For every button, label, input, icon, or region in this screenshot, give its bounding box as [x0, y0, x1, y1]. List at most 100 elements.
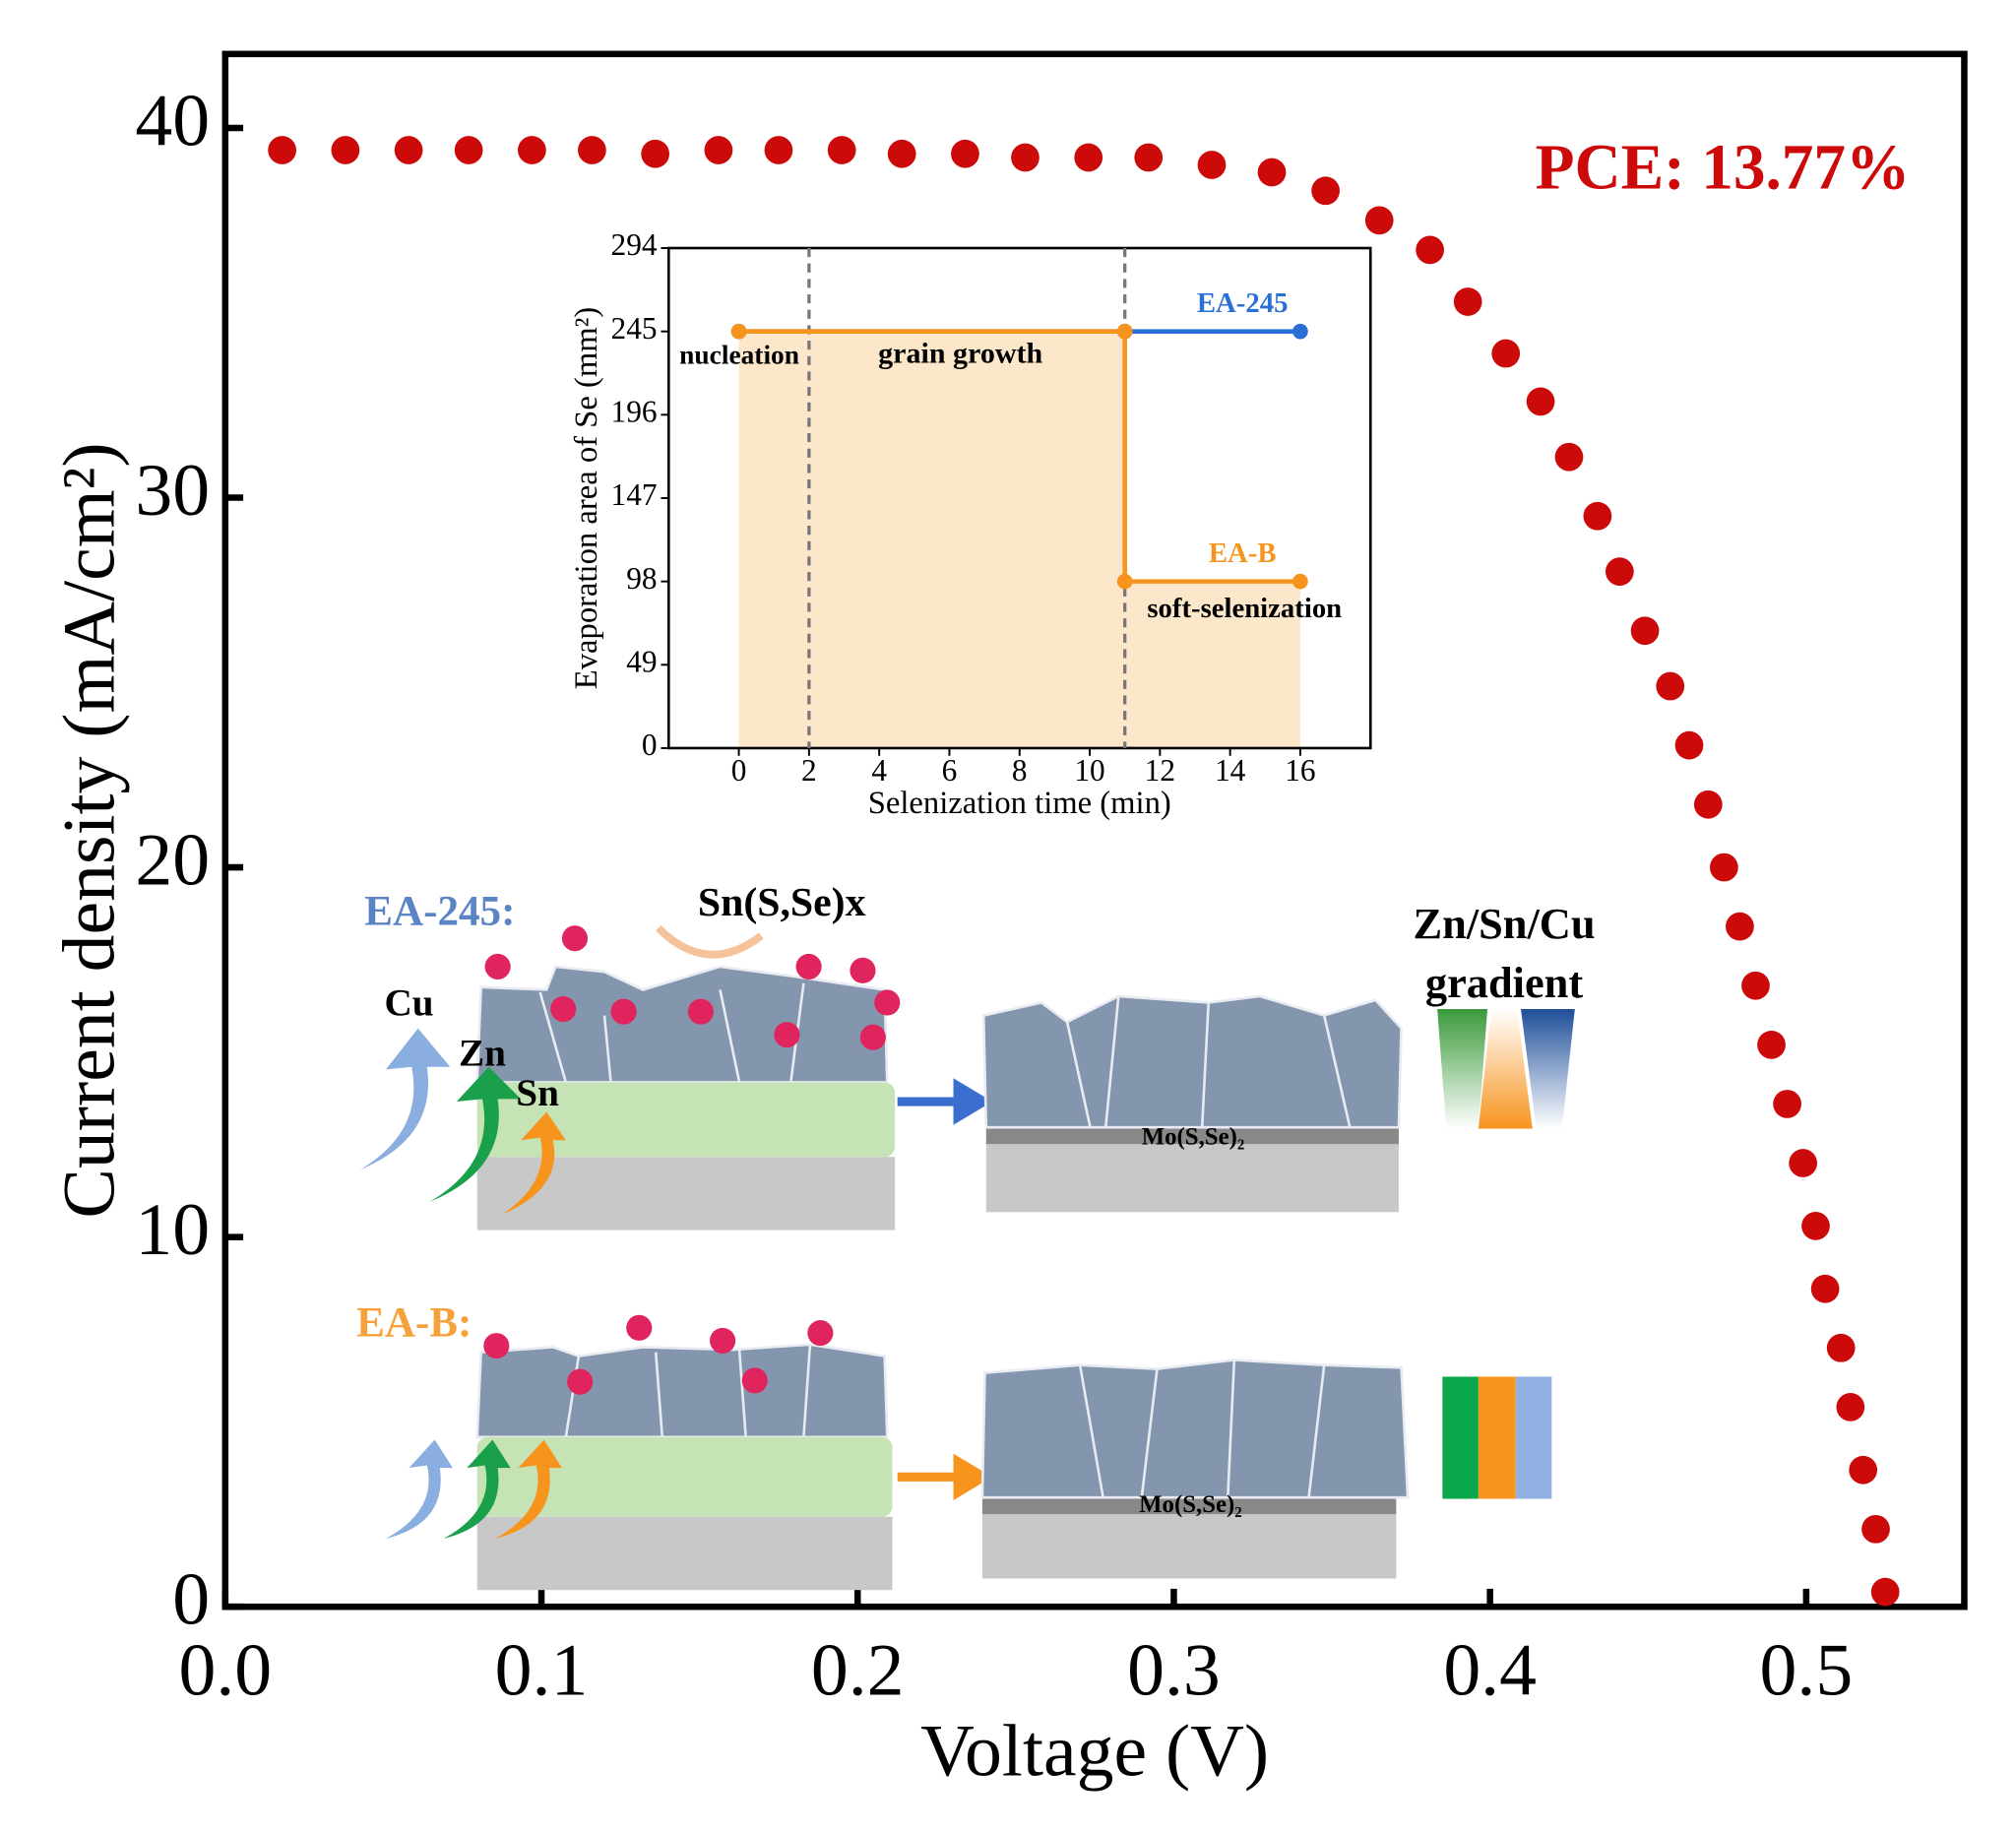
particles: [483, 1314, 834, 1395]
label: EA-245:: [364, 889, 515, 935]
label: Zn: [459, 1032, 506, 1074]
composition-bar: [1515, 1376, 1552, 1499]
series-line: [738, 329, 1300, 584]
data-point: [1630, 616, 1660, 646]
data-point: [518, 136, 546, 164]
data-point: [730, 323, 747, 340]
x-tick-label: 0.3: [1127, 1629, 1221, 1711]
data-point: [1116, 323, 1133, 340]
gradient-bar: [1478, 1009, 1533, 1129]
data-point: [1861, 1514, 1890, 1544]
data-point: [1311, 176, 1340, 206]
substrate: [985, 1137, 1399, 1213]
data-point: [1074, 143, 1103, 172]
data-point: [1801, 1211, 1830, 1240]
data-point: [704, 136, 733, 164]
x-axis-label: Voltage (V): [920, 1711, 1269, 1793]
substrate: [476, 1157, 896, 1231]
data-point: [1364, 206, 1394, 235]
data-point: [951, 139, 979, 168]
substrate: [981, 1514, 1397, 1579]
arrow: [501, 1111, 566, 1215]
grain-boundary: [1078, 1359, 1326, 1498]
data-point: [1526, 387, 1555, 416]
annotation: PCE: 13.77%: [1536, 132, 1911, 203]
data-point: [1134, 143, 1164, 172]
legend-label: EA-245: [1197, 287, 1289, 319]
x-tick-label: 0: [731, 753, 747, 788]
shaded-area: [738, 331, 1300, 748]
data-point: [1116, 573, 1133, 590]
data-point: [827, 136, 856, 164]
substrate: [476, 1516, 893, 1591]
data-point: [1741, 971, 1770, 1000]
x-tick-label: 12: [1145, 753, 1175, 788]
data-point: [1416, 235, 1444, 265]
data-point: [1292, 323, 1308, 340]
annotation: soft-selenization: [1147, 593, 1342, 624]
y-tick-label: 10: [135, 1189, 210, 1271]
y-tick-label: 147: [611, 477, 658, 512]
y-tick-label: 40: [135, 80, 210, 161]
x-tick-label: 2: [801, 753, 817, 788]
data-point: [1197, 151, 1227, 179]
composition-bar: [1442, 1376, 1479, 1499]
data-point: [394, 136, 423, 164]
grains: [980, 1359, 1410, 1499]
y-tick-label: 294: [611, 227, 658, 262]
label: Mo(S,Se)₂: [1142, 1124, 1245, 1151]
label: EA-B:: [356, 1299, 472, 1346]
arrow: [443, 1439, 511, 1539]
annotation: grain growth: [878, 338, 1042, 370]
label: gradient: [1425, 958, 1583, 1007]
data-point: [887, 139, 916, 168]
label: Zn/Sn/Cu: [1414, 899, 1596, 948]
data-point: [1554, 442, 1584, 472]
x-tick-label: 0.2: [811, 1629, 905, 1711]
data-point: [1257, 158, 1287, 187]
composition-bar: [1478, 1376, 1516, 1499]
data-point: [1757, 1030, 1786, 1059]
x-tick-label: 0.5: [1760, 1629, 1854, 1711]
data-point: [1693, 790, 1723, 819]
data-point: [1849, 1455, 1878, 1485]
y-tick-label: 30: [135, 450, 210, 532]
inset-chart: 0 2 4 6 8 10 12 14 16 0 49 98 147 196 245 294 Selenizati…: [569, 227, 1372, 821]
grain-boundary: [538, 982, 805, 1083]
x-tick-label: 6: [942, 753, 958, 788]
x-tick-label: 14: [1215, 753, 1246, 788]
data-point: [641, 139, 670, 168]
grain-boundary: [564, 1344, 812, 1438]
data-point: [578, 136, 606, 164]
legend-label: EA-B: [1209, 537, 1277, 569]
data-point: [1726, 912, 1754, 941]
data-point: [1773, 1090, 1801, 1118]
y-tick-label: 196: [611, 395, 658, 429]
mo-layer: [985, 1127, 1399, 1145]
data-point: [1674, 730, 1704, 760]
x-tick-label: 0.4: [1443, 1629, 1537, 1711]
label: Mo(S,Se)₂: [1139, 1491, 1242, 1518]
y-tick-label: 245: [611, 311, 658, 346]
y-tick-label: 20: [135, 819, 210, 901]
arrow: [897, 1453, 993, 1501]
data-point: [1709, 853, 1738, 882]
data-point: [764, 136, 793, 164]
plot-frame: [221, 50, 1968, 1611]
data-point: [1011, 143, 1040, 172]
x-tick-label: 10: [1074, 753, 1104, 788]
data-point: [1789, 1149, 1818, 1177]
x-axis-label: Selenization time (min): [868, 786, 1171, 821]
gradient-bar: [1437, 1009, 1488, 1129]
y-tick-label: 0: [172, 1559, 210, 1641]
data-point: [1870, 1577, 1900, 1607]
data-point: [1836, 1393, 1865, 1422]
x-tick-label: 16: [1285, 753, 1315, 788]
arrow: [429, 1066, 522, 1202]
mo-layer: [981, 1497, 1397, 1515]
label: Sn: [516, 1072, 559, 1114]
y-tick-label: 49: [626, 644, 657, 678]
data-point: [1810, 1274, 1840, 1303]
x-tick-label: 8: [1012, 753, 1028, 788]
